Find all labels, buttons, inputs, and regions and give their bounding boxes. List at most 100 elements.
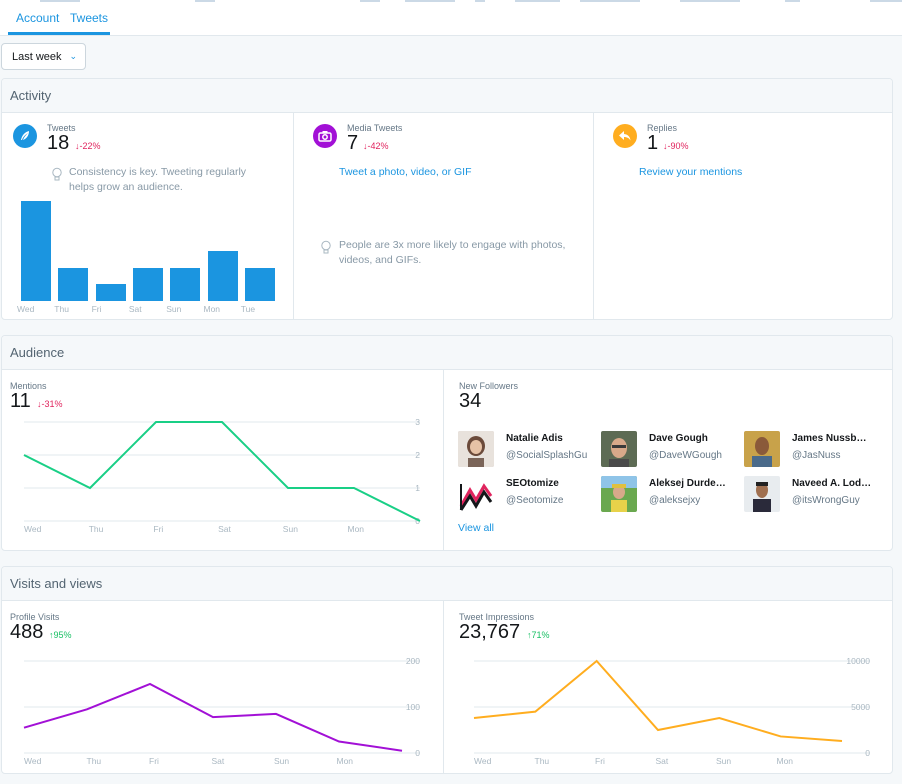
x-tick-label: Wed bbox=[24, 524, 42, 534]
follower-name: SEOtomize bbox=[506, 478, 559, 489]
x-tick-label: Fri bbox=[595, 756, 605, 766]
date-range-label: Last week bbox=[12, 50, 62, 63]
tab-account[interactable]: Account bbox=[16, 11, 60, 25]
impressions-delta-value: 71% bbox=[531, 630, 550, 640]
tweets-delta: ↓-22% bbox=[75, 141, 101, 151]
x-tick-label: Sat bbox=[218, 524, 231, 534]
avatar bbox=[458, 476, 494, 512]
mentions-delta-value: -31% bbox=[41, 399, 63, 409]
audience-section: Audience Mentions 11 ↓-31% 0 1 2 3 Wed Thu Fri… bbox=[1, 335, 893, 551]
lightbulb-icon bbox=[52, 167, 62, 181]
follower-handle: @aleksejxy bbox=[649, 495, 701, 506]
activity-section: Activity Tweets 18 ↓-22% Consistency is … bbox=[1, 78, 893, 320]
x-tick-label: Sun bbox=[716, 756, 731, 766]
profile-visits-delta-value: 95% bbox=[53, 630, 72, 640]
y-tick-label: 2 bbox=[415, 450, 420, 460]
bar-tue[interactable] bbox=[244, 267, 275, 301]
replies-count: 1 bbox=[647, 132, 659, 154]
nav-decoration bbox=[360, 0, 380, 2]
activity-title: Activity bbox=[2, 79, 892, 113]
chart-svg: 0 5000 10000 Wed Thu Fri Sat Sun Mon bbox=[473, 656, 870, 766]
tweets-tip: Consistency is key. Tweeting regularly h… bbox=[69, 166, 247, 193]
chevron-down-icon: ⌄ bbox=[69, 51, 78, 61]
replies-delta-value: -90% bbox=[667, 141, 689, 151]
tweets-label: Tweets bbox=[47, 123, 76, 133]
nav-decoration bbox=[195, 0, 215, 2]
follower-name: Dave Gough bbox=[649, 433, 708, 444]
x-tick-label: Thu bbox=[54, 304, 69, 314]
y-tick-label: 10000 bbox=[846, 656, 870, 666]
visits-title: Visits and views bbox=[2, 567, 892, 601]
avatar bbox=[601, 431, 637, 467]
x-tick-label: Sat bbox=[128, 304, 142, 314]
reply-icon bbox=[613, 124, 637, 148]
media-count: 7 bbox=[347, 132, 359, 154]
view-all-followers-link[interactable]: View all bbox=[458, 522, 494, 534]
avatar bbox=[601, 476, 637, 512]
bar-sun[interactable] bbox=[170, 267, 201, 301]
nav-decoration bbox=[680, 0, 740, 2]
divider bbox=[443, 370, 444, 550]
bar-mon[interactable] bbox=[207, 251, 238, 301]
x-tick-label: Fri bbox=[91, 304, 102, 314]
nav-decoration bbox=[580, 0, 640, 2]
audience-title: Audience bbox=[2, 336, 892, 370]
follower-name: Natalie Adis bbox=[506, 433, 563, 444]
divider bbox=[593, 113, 594, 319]
x-tick-label: Wed bbox=[474, 756, 492, 766]
new-followers-label: New Followers bbox=[459, 381, 519, 391]
follower-handle: @SocialSplashGu bbox=[506, 450, 588, 461]
camera-icon bbox=[313, 124, 337, 148]
x-tick-label: Wed bbox=[24, 756, 42, 766]
x-tick-label: Sun bbox=[274, 756, 289, 766]
follower-handle: @Seotomize bbox=[506, 495, 564, 506]
series-line-mentions bbox=[23, 421, 421, 522]
media-delta-value: -42% bbox=[367, 141, 389, 151]
avatar bbox=[744, 476, 780, 512]
avatar bbox=[744, 431, 780, 467]
bar-thu[interactable] bbox=[58, 267, 89, 301]
nav-decoration bbox=[405, 0, 455, 2]
new-followers-count: 34 bbox=[459, 390, 482, 412]
follower-name: James Nussb… bbox=[792, 433, 867, 444]
profile-visits-delta: ↑95% bbox=[49, 630, 72, 640]
media-delta: ↓-42% bbox=[363, 141, 389, 151]
nav-decoration bbox=[515, 0, 560, 2]
avatar bbox=[458, 431, 494, 467]
profile-visits-count: 488 bbox=[10, 621, 44, 643]
date-range-dropdown[interactable]: Last week ⌄ bbox=[1, 43, 86, 70]
lightbulb-icon bbox=[321, 240, 331, 254]
chart-svg: 0 100 200 Wed Thu Fri Sat Sun Mon bbox=[23, 656, 420, 766]
follower-name: Aleksej Durde… bbox=[649, 478, 726, 489]
review-mentions-link[interactable]: Review your mentions bbox=[639, 166, 743, 178]
x-tick-label: Mon bbox=[337, 756, 354, 766]
y-tick-label: 3 bbox=[415, 417, 420, 427]
follower-handle: @itsWrongGuy bbox=[792, 495, 860, 506]
mentions-delta: ↓-31% bbox=[37, 399, 63, 409]
profile-visits-label: Profile Visits bbox=[10, 612, 60, 622]
y-tick-label: 0 bbox=[415, 748, 420, 758]
x-tick-label: Mon bbox=[203, 304, 221, 314]
follower-handle: @DaveWGough bbox=[649, 450, 722, 461]
nav-decoration bbox=[785, 0, 800, 2]
x-tick-label: Sat bbox=[212, 756, 225, 766]
x-tick-label: Sat bbox=[656, 756, 669, 766]
y-tick-label: 5000 bbox=[851, 702, 870, 712]
follower-handle: @JasNuss bbox=[792, 450, 841, 461]
x-tick-label: Wed bbox=[17, 304, 35, 314]
top-nav: Account Tweets bbox=[0, 0, 902, 36]
y-tick-label: 200 bbox=[406, 656, 420, 666]
tweet-media-link[interactable]: Tweet a photo, video, or GIF bbox=[339, 166, 472, 178]
media-tip: People are 3x more likely to engage with… bbox=[339, 239, 566, 266]
bar-wed[interactable] bbox=[21, 201, 51, 301]
x-tick-label: Fri bbox=[153, 524, 163, 534]
mentions-count: 11 bbox=[10, 390, 31, 412]
bar-sat[interactable] bbox=[132, 267, 163, 301]
nav-decoration bbox=[475, 0, 485, 2]
media-label: Media Tweets bbox=[347, 123, 403, 133]
impressions-delta: ↑71% bbox=[527, 630, 550, 640]
bar-fri[interactable] bbox=[95, 284, 126, 301]
follower-name: Naveed A. Lod… bbox=[792, 478, 872, 489]
tab-tweets[interactable]: Tweets bbox=[70, 11, 109, 25]
